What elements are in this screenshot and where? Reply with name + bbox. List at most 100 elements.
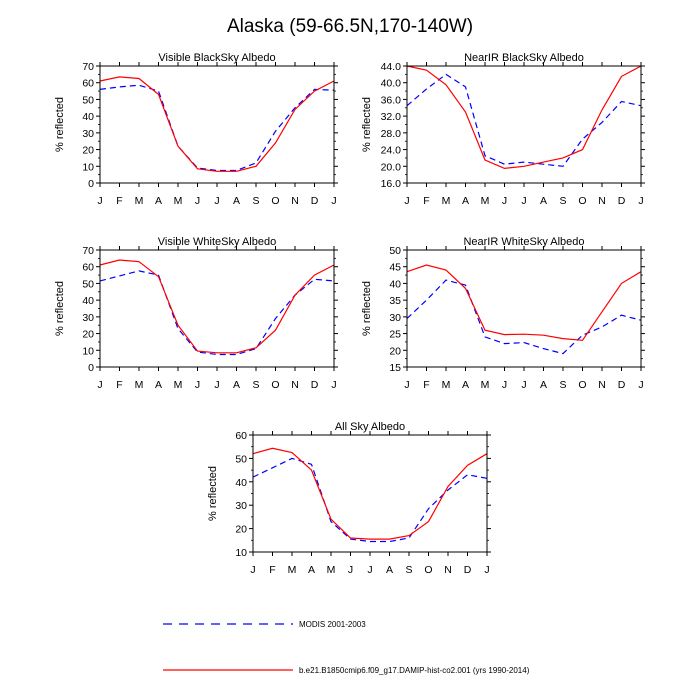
- y-tick-label: 30: [389, 312, 401, 324]
- x-tick-label: M: [442, 379, 451, 391]
- x-tick-label: A: [155, 195, 162, 207]
- x-tick-label: S: [559, 379, 566, 391]
- y-tick-label: 50: [82, 278, 94, 290]
- y-axis-label: % reflected: [361, 97, 373, 152]
- y-tick-label: 20: [389, 345, 401, 357]
- panel-visible-blacksky: Visible BlackSky Albedo 0 10 20 30 40 50 60 70 J F…: [54, 52, 338, 207]
- y-tick-label: 10: [82, 345, 94, 357]
- x-tick-label: F: [116, 379, 122, 391]
- x-tick-label: A: [462, 379, 469, 391]
- series-line-model: [406, 264, 642, 341]
- y-tick-label: 45: [389, 262, 401, 274]
- x-tick-label: J: [331, 195, 336, 207]
- x-tick-label: O: [578, 379, 586, 391]
- x-tick-label: S: [405, 564, 412, 576]
- y-tick-label: 0: [88, 178, 94, 190]
- plot-frame: [406, 249, 642, 368]
- x-tick-label: F: [116, 195, 122, 207]
- y-tick-label: 0: [88, 362, 94, 374]
- y-axis-label: % reflected: [207, 466, 219, 521]
- series-line-modis: [252, 457, 488, 543]
- x-tick-label: F: [423, 379, 429, 391]
- series-line-model: [99, 259, 335, 354]
- series-line-modis: [406, 73, 642, 167]
- x-tick-label: J: [521, 379, 526, 391]
- panel-title: NearIR WhiteSky Albedo: [463, 236, 584, 248]
- y-tick-label: 20: [82, 145, 94, 157]
- y-axis-label: % reflected: [361, 281, 373, 336]
- x-tick-label: O: [424, 564, 432, 576]
- y-tick-label: 36.0: [381, 94, 402, 106]
- y-tick-label: 40: [389, 278, 401, 290]
- plot-frame: [252, 434, 488, 553]
- x-tick-label: M: [481, 379, 490, 391]
- y-tick-label: 35: [389, 295, 401, 307]
- y-tick-label: 20: [82, 329, 94, 341]
- x-tick-label: J: [484, 564, 489, 576]
- x-tick-label: D: [464, 564, 472, 576]
- x-tick-label: A: [462, 195, 469, 207]
- panel-title: Visible WhiteSky Albedo: [158, 236, 276, 248]
- y-tick-label: 30: [235, 500, 247, 512]
- x-tick-label: O: [271, 379, 279, 391]
- panel-title: All Sky Albedo: [335, 421, 405, 433]
- y-tick-label: 50: [82, 94, 94, 106]
- x-tick-label: M: [174, 195, 183, 207]
- figure-title: Alaska (59-66.5N,170-140W): [227, 16, 473, 37]
- x-tick-label: M: [327, 564, 336, 576]
- series-line-model: [99, 76, 335, 172]
- x-tick-label: J: [638, 195, 643, 207]
- x-tick-label: O: [271, 195, 279, 207]
- y-axis-label: % reflected: [54, 97, 66, 152]
- x-tick-label: J: [331, 379, 336, 391]
- y-tick-label: 15: [389, 362, 401, 374]
- y-tick-label: 20.0: [381, 161, 402, 173]
- x-tick-label: J: [250, 564, 255, 576]
- x-tick-label: J: [214, 195, 219, 207]
- y-tick-label: 44.0: [381, 61, 402, 73]
- plot-frame: [99, 249, 335, 368]
- x-tick-label: D: [311, 379, 319, 391]
- x-tick-label: N: [291, 379, 299, 391]
- y-tick-label: 24.0: [381, 145, 402, 157]
- panel-title: NearIR BlackSky Albedo: [464, 52, 584, 64]
- y-tick-label: 10: [82, 161, 94, 173]
- x-tick-label: S: [559, 195, 566, 207]
- x-tick-label: N: [598, 379, 606, 391]
- y-tick-label: 30: [82, 128, 94, 140]
- x-tick-label: D: [311, 195, 319, 207]
- x-tick-label: N: [598, 195, 606, 207]
- y-tick-label: 70: [82, 61, 94, 73]
- x-tick-label: A: [233, 195, 240, 207]
- x-tick-label: A: [155, 379, 162, 391]
- x-tick-label: S: [252, 195, 259, 207]
- y-tick-label: 30: [82, 312, 94, 324]
- series-line-model: [406, 65, 642, 170]
- y-tick-label: 25: [389, 329, 401, 341]
- x-tick-label: J: [404, 195, 409, 207]
- series-line-model: [252, 447, 488, 540]
- x-tick-label: J: [638, 379, 643, 391]
- series-line-modis: [99, 270, 335, 356]
- x-tick-label: M: [174, 379, 183, 391]
- x-tick-label: J: [97, 379, 102, 391]
- x-tick-label: J: [214, 379, 219, 391]
- x-tick-label: F: [423, 195, 429, 207]
- legend-modis-label: MODIS 2001-2003: [299, 620, 366, 629]
- y-axis-label: % reflected: [54, 281, 66, 336]
- panel-nearir-blacksky: NearIR BlackSky Albedo 16.0 20.0 24.0 28.0 32…: [361, 52, 645, 207]
- x-tick-label: M: [135, 195, 144, 207]
- x-tick-label: N: [444, 564, 452, 576]
- x-tick-label: N: [291, 195, 299, 207]
- chart-panels: Visible BlackSky Albedo 0 10 20 30 40 50 60 70 J F…: [54, 52, 645, 576]
- x-tick-label: J: [195, 195, 200, 207]
- x-tick-label: A: [233, 379, 240, 391]
- x-tick-label: J: [502, 379, 507, 391]
- y-tick-label: 16.0: [381, 178, 402, 190]
- y-tick-label: 70: [82, 245, 94, 257]
- legend: MODIS 2001-2003 b.e21.B1850cmip6.f09_g17…: [163, 620, 530, 675]
- x-tick-label: J: [502, 195, 507, 207]
- y-tick-label: 60: [235, 430, 247, 442]
